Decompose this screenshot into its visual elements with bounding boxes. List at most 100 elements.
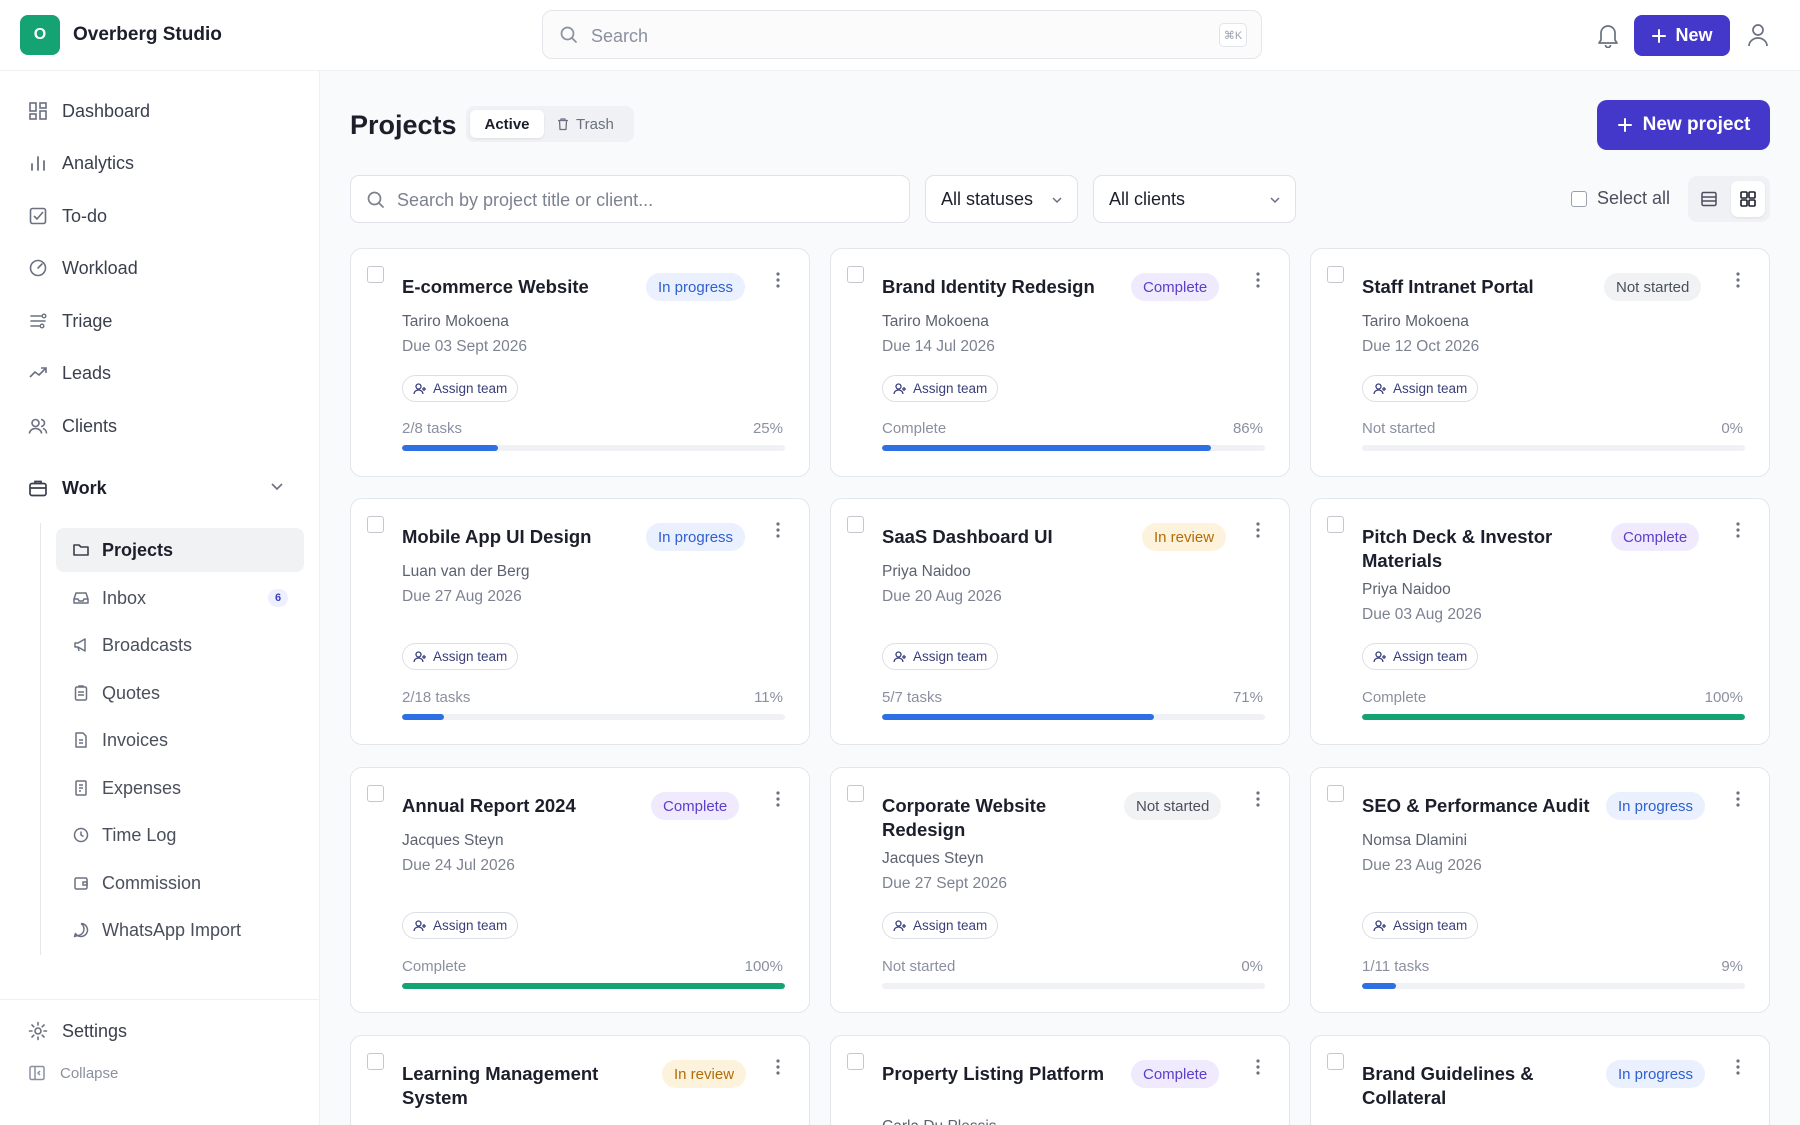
project-card[interactable]: Brand Guidelines & Collateral In progress <box>1310 1035 1770 1125</box>
bell-icon[interactable] <box>1596 22 1620 48</box>
briefcase-icon <box>29 480 47 497</box>
card-checkbox[interactable] <box>847 266 864 283</box>
grid-view-button[interactable] <box>1731 181 1765 217</box>
assign-team-button[interactable]: Assign team <box>1362 912 1479 939</box>
sidebar-collapse-icon <box>29 1065 45 1081</box>
project-card[interactable]: Pitch Deck & Investor Materials Complete P… <box>1310 498 1770 745</box>
sidebar-item-time-log[interactable]: Time Log <box>56 813 304 857</box>
sidebar-item-analytics[interactable]: Analytics <box>28 148 134 178</box>
project-title[interactable]: Brand Guidelines & Collateral <box>1362 1063 1534 1108</box>
card-menu-button[interactable] <box>1255 521 1261 544</box>
project-title[interactable]: Pitch Deck & Investor Materials <box>1362 526 1553 571</box>
view-mode-toggle <box>1688 176 1770 222</box>
project-card[interactable]: E-commerce Website In progress Tariro Moko… <box>350 248 810 477</box>
project-title[interactable]: SaaS Dashboard UI <box>882 526 1053 547</box>
new-button[interactable]: New <box>1634 15 1730 56</box>
sidebar-item-dashboard[interactable]: Dashboard <box>28 96 150 126</box>
sidebar-item-workload[interactable]: Workload <box>28 253 138 283</box>
card-menu-button[interactable] <box>775 1058 781 1081</box>
card-menu-button[interactable] <box>1255 1058 1261 1081</box>
select-all-box[interactable] <box>1571 190 1587 207</box>
card-menu-button[interactable] <box>775 790 781 813</box>
assign-team-button[interactable]: Assign team <box>1362 643 1479 670</box>
project-card[interactable]: Staff Intranet Portal Not started Tariro M… <box>1310 248 1770 477</box>
card-menu-button[interactable] <box>1735 790 1741 813</box>
assign-team-button[interactable]: Assign team <box>882 912 999 939</box>
list-view-button[interactable] <box>1692 181 1726 217</box>
sidebar-item-commission[interactable]: Commission <box>56 861 304 905</box>
project-title[interactable]: Property Listing Platform <box>882 1063 1105 1084</box>
assign-team-button[interactable]: Assign team <box>882 375 999 402</box>
project-card[interactable]: Mobile App UI Design In progress Luan van … <box>350 498 810 745</box>
card-menu-button[interactable] <box>1735 271 1741 294</box>
project-card[interactable]: Brand Identity Redesign Complete Tariro Mo… <box>830 248 1290 477</box>
tab-trash[interactable]: Trash <box>556 110 614 138</box>
card-menu-button[interactable] <box>1255 790 1261 813</box>
project-title[interactable]: Mobile App UI Design <box>402 526 592 547</box>
card-checkbox[interactable] <box>847 1053 864 1070</box>
sidebar-item-whatsapp-import[interactable]: WhatsApp Import <box>56 908 304 952</box>
tab-active[interactable]: Active <box>470 110 544 138</box>
project-card[interactable]: SaaS Dashboard UI In review Priya Naidoo Du… <box>830 498 1290 745</box>
assign-team-button[interactable]: Assign team <box>882 643 999 670</box>
project-due-date: Due 27 Sept 2026 <box>882 875 1007 892</box>
client-filter-select[interactable]: All clients <box>1093 175 1296 223</box>
global-search[interactable]: Search ⌘K <box>542 10 1262 59</box>
progress-fill <box>402 983 785 989</box>
sidebar-item-projects[interactable]: Projects <box>56 528 304 572</box>
project-title[interactable]: E-commerce Website <box>402 276 589 297</box>
brand-logo[interactable]: O <box>20 15 60 55</box>
project-card[interactable]: Property Listing Platform Complete Carla D… <box>830 1035 1290 1125</box>
user-icon[interactable] <box>1746 22 1770 48</box>
sidebar-item-triage[interactable]: Triage <box>28 306 112 336</box>
assign-team-button[interactable]: Assign team <box>402 643 519 670</box>
sidebar-item-settings[interactable]: Settings <box>28 1016 127 1046</box>
new-project-button[interactable]: New project <box>1597 100 1770 150</box>
card-checkbox[interactable] <box>367 266 384 283</box>
card-checkbox[interactable] <box>367 1053 384 1070</box>
card-checkbox[interactable] <box>367 785 384 802</box>
brand-name[interactable]: Overberg Studio <box>73 24 222 45</box>
sidebar-item-broadcasts[interactable]: Broadcasts <box>56 623 304 667</box>
progress-fill <box>1362 714 1745 720</box>
sidebar-item-clients[interactable]: Clients <box>28 411 117 441</box>
card-checkbox[interactable] <box>847 785 864 802</box>
project-card[interactable]: Corporate Website Redesign Not started Jac… <box>830 767 1290 1013</box>
card-checkbox[interactable] <box>847 516 864 533</box>
card-menu-button[interactable] <box>775 521 781 544</box>
status-filter-select[interactable]: All statuses <box>925 175 1078 223</box>
card-checkbox[interactable] <box>367 516 384 533</box>
sidebar-group-work[interactable]: Work <box>28 473 107 503</box>
progress-label: Complete <box>1362 689 1427 706</box>
sidebar-item-expenses[interactable]: Expenses <box>56 766 304 810</box>
chevron-down-icon[interactable] <box>270 479 284 493</box>
project-title[interactable]: Annual Report 2024 <box>402 795 576 816</box>
sidebar-item-leads[interactable]: Leads <box>28 358 111 388</box>
sidebar-item-invoices[interactable]: Invoices <box>56 718 304 762</box>
card-checkbox[interactable] <box>1327 1053 1344 1070</box>
project-title[interactable]: Brand Identity Redesign <box>882 276 1095 297</box>
card-checkbox[interactable] <box>1327 785 1344 802</box>
assign-team-button[interactable]: Assign team <box>1362 375 1479 402</box>
assign-team-button[interactable]: Assign team <box>402 912 519 939</box>
card-checkbox[interactable] <box>1327 516 1344 533</box>
project-title[interactable]: Learning Management System <box>402 1063 599 1108</box>
card-menu-button[interactable] <box>1255 271 1261 294</box>
project-card[interactable]: SEO & Performance Audit In progress Nomsa … <box>1310 767 1770 1013</box>
select-all-checkbox[interactable]: Select all <box>1571 188 1670 209</box>
sidebar-item-inbox[interactable]: Inbox 6 <box>56 576 304 620</box>
assign-team-button[interactable]: Assign team <box>402 375 519 402</box>
card-checkbox[interactable] <box>1327 266 1344 283</box>
project-title[interactable]: Corporate Website Redesign <box>882 795 1047 840</box>
card-menu-button[interactable] <box>1735 521 1741 544</box>
card-menu-button[interactable] <box>775 271 781 294</box>
project-title[interactable]: SEO & Performance Audit <box>1362 795 1590 816</box>
project-card[interactable]: Learning Management System In review <box>350 1035 810 1125</box>
project-title[interactable]: Staff Intranet Portal <box>1362 276 1534 297</box>
card-menu-button[interactable] <box>1735 1058 1741 1081</box>
project-card[interactable]: Annual Report 2024 Complete Jacques Steyn D… <box>350 767 810 1013</box>
collapse-sidebar-button[interactable]: Collapse <box>28 1064 118 1082</box>
project-search-input[interactable]: Search by project title or client... <box>350 175 910 223</box>
sidebar-item-todo[interactable]: To-do <box>28 201 107 231</box>
sidebar-item-quotes[interactable]: Quotes <box>56 671 304 715</box>
